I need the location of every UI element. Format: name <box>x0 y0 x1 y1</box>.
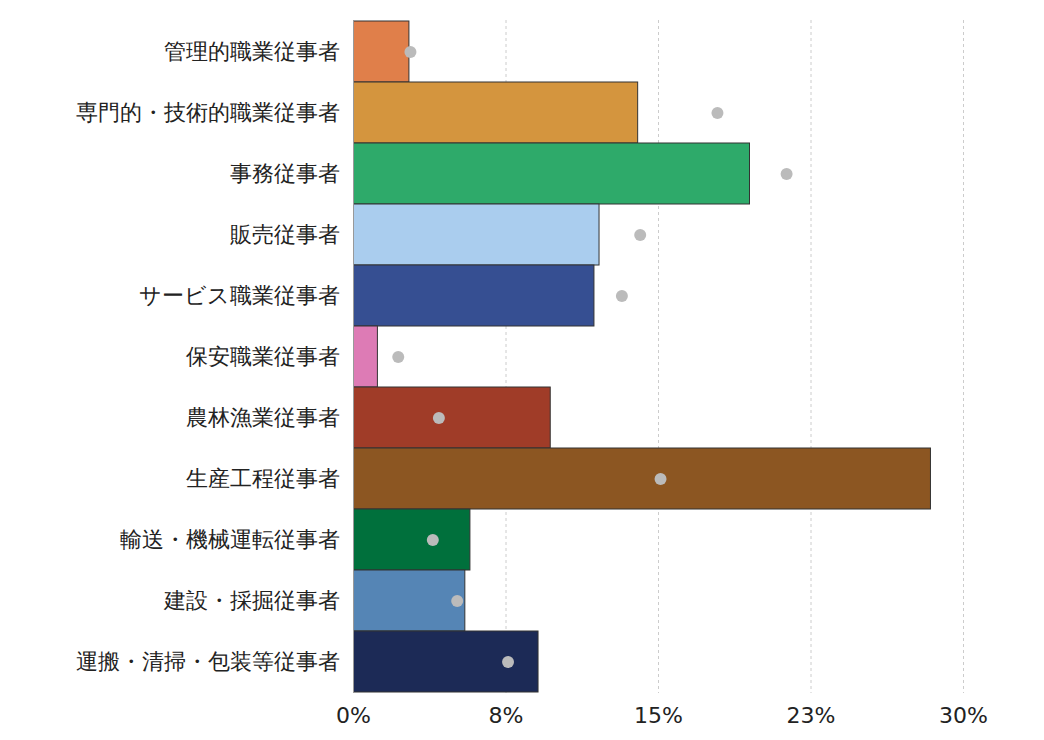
svg-text:30%: 30% <box>939 703 988 728</box>
svg-text:専門的・技術的職業従事者: 専門的・技術的職業従事者 <box>76 100 340 125</box>
svg-text:販売従事者: 販売従事者 <box>230 222 340 247</box>
svg-text:15%: 15% <box>634 703 683 728</box>
svg-text:農林漁業従事者: 農林漁業従事者 <box>186 405 340 430</box>
svg-text:建設・採掘従事者: 建設・採掘従事者 <box>163 588 340 613</box>
svg-text:サービス職業従事者: サービス職業従事者 <box>139 283 340 308</box>
svg-text:8%: 8% <box>489 703 524 728</box>
svg-text:生産工程従事者: 生産工程従事者 <box>186 466 340 491</box>
svg-text:輸送・機械運転従事者: 輸送・機械運転従事者 <box>120 527 340 552</box>
svg-text:事務従事者: 事務従事者 <box>230 161 340 186</box>
svg-text:0%: 0% <box>336 703 371 728</box>
svg-text:管理的職業従事者: 管理的職業従事者 <box>164 39 340 64</box>
svg-text:保安職業従事者: 保安職業従事者 <box>186 344 340 369</box>
svg-text:運搬・清掃・包装等従事者: 運搬・清掃・包装等従事者 <box>76 649 340 674</box>
svg-text:23%: 23% <box>787 703 836 728</box>
